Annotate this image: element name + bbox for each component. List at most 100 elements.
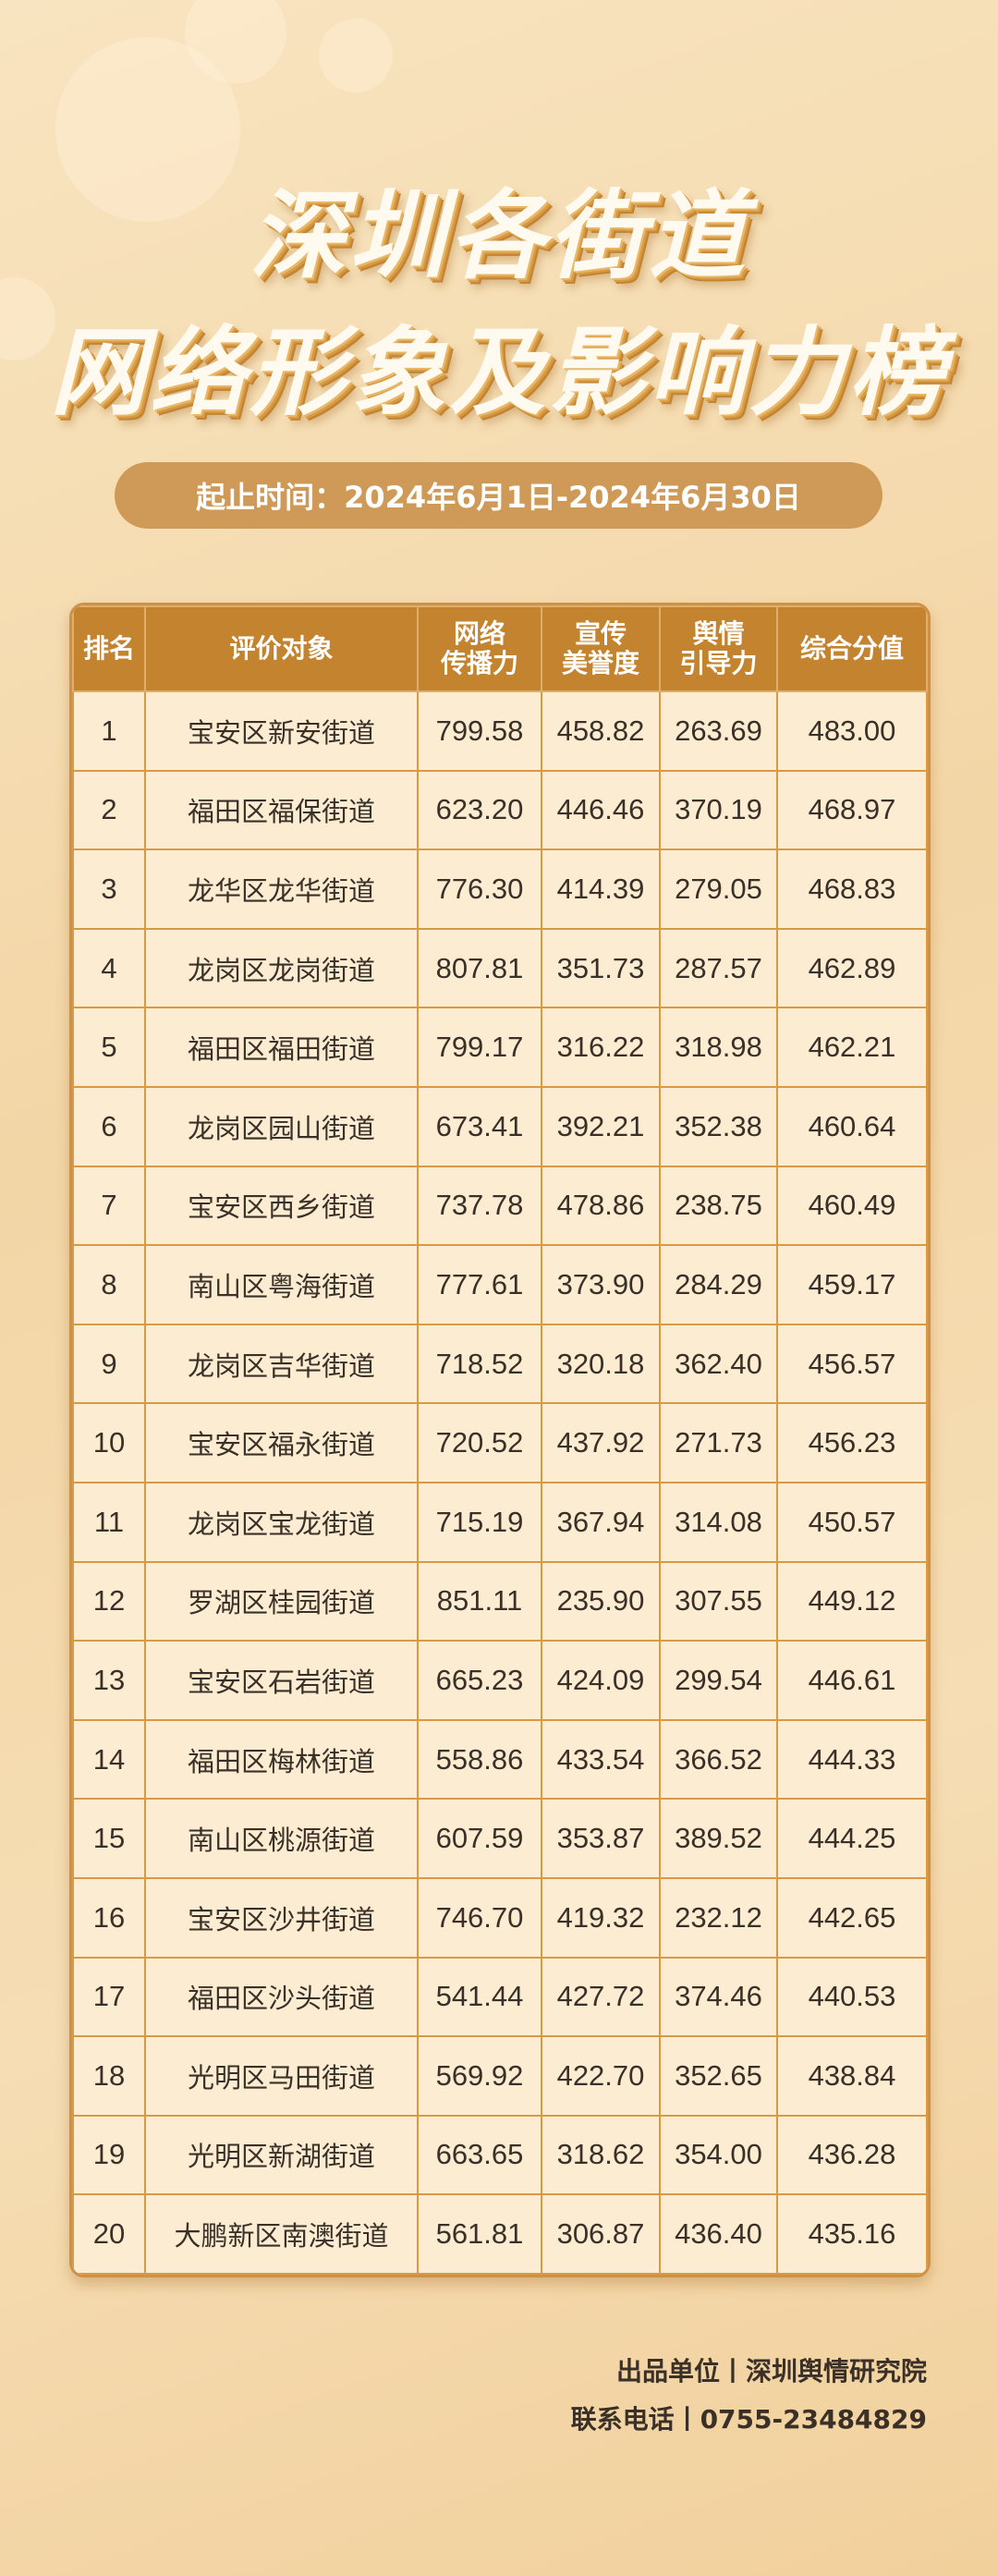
score-cell: 232.12 <box>659 1876 778 1959</box>
score-cell: 370.19 <box>659 769 778 851</box>
column-header: 舆情 引导力 <box>659 605 778 692</box>
rank-cell: 9 <box>72 1323 146 1405</box>
rank-cell: 4 <box>72 927 146 1009</box>
table-row: 4 龙岗区龙岗街道 807.81 351.73 287.57 462.89 <box>72 927 928 1009</box>
street-name-cell: 宝安区沙井街道 <box>144 1876 419 1959</box>
rank-cell: 10 <box>72 1402 146 1483</box>
score-cell: 352.65 <box>659 2035 778 2117</box>
table-row: 5 福田区福田街道 799.17 316.22 318.98 462.21 <box>72 1007 928 1088</box>
contact-text: 联系电话丨0755-23484829 <box>570 2404 927 2435</box>
score-cell: 362.40 <box>659 1323 778 1405</box>
table-row: 10 宝安区福永街道 720.52 437.92 271.73 456.23 <box>72 1402 928 1483</box>
score-cell: 320.18 <box>541 1323 661 1405</box>
street-name-cell: 福田区福保街道 <box>144 769 419 851</box>
score-cell: 468.83 <box>776 848 928 930</box>
street-name-cell: 福田区福田街道 <box>144 1007 419 1088</box>
street-name-cell: 大鹏新区南澳街道 <box>144 2193 419 2275</box>
score-cell: 419.32 <box>541 1876 661 1959</box>
street-name-cell: 宝安区石岩街道 <box>144 1640 419 1721</box>
score-cell: 462.89 <box>776 927 928 1009</box>
rank-cell: 13 <box>72 1640 146 1721</box>
table-row: 17 福田区沙头街道 541.44 427.72 374.46 440.53 <box>72 1956 928 2038</box>
score-cell: 458.82 <box>541 690 661 772</box>
table-row: 19 光明区新湖街道 663.65 318.62 354.00 436.28 <box>72 2114 928 2196</box>
column-header: 评价对象 <box>144 605 419 692</box>
score-cell: 807.81 <box>417 927 542 1009</box>
score-cell: 456.23 <box>776 1402 928 1483</box>
table-row: 12 罗湖区桂园街道 851.11 235.90 307.55 449.12 <box>72 1560 928 1642</box>
table-row: 20 大鹏新区南澳街道 561.81 306.87 436.40 435.16 <box>72 2193 928 2275</box>
score-cell: 478.86 <box>541 1165 661 1247</box>
date-range-badge: 起止时间：2024年6月1日-2024年6月30日 <box>115 462 882 529</box>
street-name-cell: 福田区梅林街道 <box>144 1718 419 1801</box>
table-row: 7 宝安区西乡街道 737.78 478.86 238.75 460.49 <box>72 1165 928 1247</box>
score-cell: 424.09 <box>541 1640 661 1721</box>
score-cell: 449.12 <box>776 1560 928 1642</box>
score-cell: 446.61 <box>776 1640 928 1721</box>
rank-cell: 11 <box>72 1481 146 1563</box>
score-cell: 437.92 <box>541 1402 661 1483</box>
street-name-cell: 龙岗区园山街道 <box>144 1085 419 1167</box>
score-cell: 353.87 <box>541 1798 661 1879</box>
score-cell: 746.70 <box>417 1876 542 1959</box>
table-header-row: 排名 评价对象 网络 传播力 宣传 美誉度 舆情 引导力 综合分值 <box>72 605 928 692</box>
score-cell: 436.40 <box>659 2193 778 2275</box>
table-row: 3 龙华区龙华街道 776.30 414.39 279.05 468.83 <box>72 848 928 930</box>
score-cell: 352.38 <box>659 1085 778 1167</box>
score-cell: 444.33 <box>776 1718 928 1801</box>
column-header: 排名 <box>72 605 146 692</box>
ranking-table: 排名 评价对象 网络 传播力 宣传 美誉度 舆情 引导力 综合分值 1 宝安区新安街道 799… <box>69 603 931 2277</box>
score-cell: 287.57 <box>659 927 778 1009</box>
score-cell: 422.70 <box>541 2035 661 2117</box>
score-cell: 235.90 <box>541 1560 661 1642</box>
street-name-cell: 宝安区西乡街道 <box>144 1165 419 1247</box>
score-cell: 284.29 <box>659 1244 778 1325</box>
wifi-decoration <box>55 37 240 222</box>
score-cell: 715.19 <box>417 1481 542 1563</box>
score-cell: 392.21 <box>541 1085 661 1167</box>
score-cell: 440.53 <box>776 1956 928 2038</box>
score-cell: 663.65 <box>417 2114 542 2196</box>
score-cell: 318.98 <box>659 1007 778 1088</box>
rank-cell: 20 <box>72 2193 146 2275</box>
score-cell: 799.17 <box>417 1007 542 1088</box>
score-cell: 569.92 <box>417 2035 542 2117</box>
score-cell: 673.41 <box>417 1085 542 1167</box>
column-header: 宣传 美誉度 <box>541 605 661 692</box>
score-cell: 446.46 <box>541 769 661 851</box>
rank-cell: 15 <box>72 1798 146 1879</box>
score-cell: 442.65 <box>776 1876 928 1959</box>
score-cell: 414.39 <box>541 848 661 930</box>
score-cell: 318.62 <box>541 2114 661 2196</box>
producer-text: 出品单位丨深圳舆情研究院 <box>615 2356 927 2387</box>
street-name-cell: 光明区马田街道 <box>144 2035 419 2117</box>
title-line2: 网络形象及影响力榜 <box>49 316 948 429</box>
score-cell: 468.97 <box>776 769 928 851</box>
table-row: 14 福田区梅林街道 558.86 433.54 366.52 444.33 <box>72 1718 928 1801</box>
table-row: 1 宝安区新安街道 799.58 458.82 263.69 483.00 <box>72 690 928 772</box>
score-cell: 306.87 <box>541 2193 661 2275</box>
rank-cell: 16 <box>72 1876 146 1959</box>
score-cell: 462.21 <box>776 1007 928 1088</box>
score-cell: 444.25 <box>776 1798 928 1879</box>
street-name-cell: 南山区桃源街道 <box>144 1798 419 1879</box>
score-cell: 718.52 <box>417 1323 542 1405</box>
table-row: 2 福田区福保街道 623.20 446.46 370.19 468.97 <box>72 769 928 851</box>
street-name-cell: 龙岗区龙岗街道 <box>144 927 419 1009</box>
score-cell: 623.20 <box>417 769 542 851</box>
score-cell: 438.84 <box>776 2035 928 2117</box>
street-name-cell: 龙岗区宝龙街道 <box>144 1481 419 1563</box>
rank-cell: 6 <box>72 1085 146 1167</box>
score-cell: 456.57 <box>776 1323 928 1405</box>
table-row: 8 南山区粤海街道 777.61 373.90 284.29 459.17 <box>72 1244 928 1325</box>
rank-cell: 3 <box>72 848 146 930</box>
score-cell: 459.17 <box>776 1244 928 1325</box>
score-cell: 316.22 <box>541 1007 661 1088</box>
table-row: 15 南山区桃源街道 607.59 353.87 389.52 444.25 <box>72 1798 928 1879</box>
street-name-cell: 光明区新湖街道 <box>144 2114 419 2196</box>
column-header: 综合分值 <box>776 605 928 692</box>
score-cell: 354.00 <box>659 2114 778 2196</box>
score-cell: 279.05 <box>659 848 778 930</box>
score-cell: 238.75 <box>659 1165 778 1247</box>
score-cell: 483.00 <box>776 690 928 772</box>
